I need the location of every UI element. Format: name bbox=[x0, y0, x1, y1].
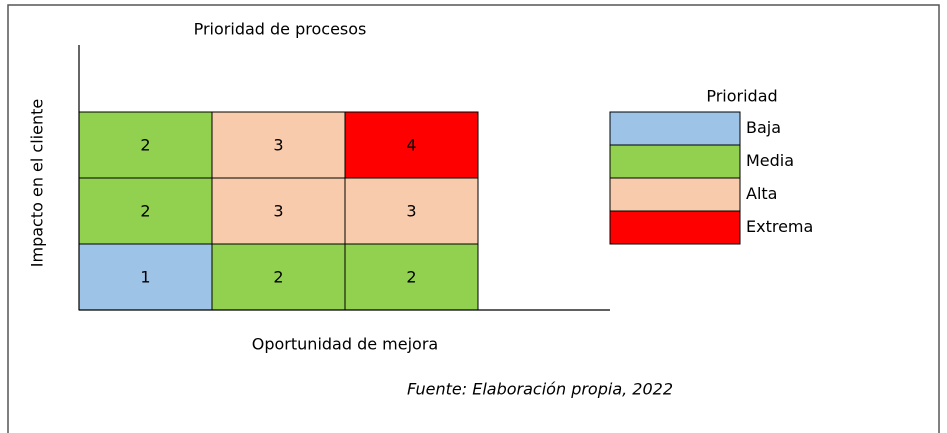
x-label: Oportunidad de mejora bbox=[252, 335, 438, 354]
legend-label: Alta bbox=[746, 184, 777, 203]
legend-label: Extrema bbox=[746, 217, 813, 236]
y-label: Impacto en el cliente bbox=[28, 99, 47, 267]
cell-value: 3 bbox=[273, 202, 283, 221]
cell-value: 2 bbox=[140, 202, 150, 221]
legend-swatch bbox=[609, 111, 741, 146]
legend-swatch bbox=[609, 210, 741, 245]
legend-title: Prioridad bbox=[706, 87, 777, 106]
legend-swatch bbox=[609, 144, 741, 179]
cell-value: 2 bbox=[406, 268, 416, 287]
matrix-cell bbox=[344, 243, 479, 311]
legend-label: Media bbox=[746, 151, 794, 170]
matrix-cell bbox=[344, 111, 479, 179]
cell-value: 1 bbox=[140, 268, 150, 287]
cell-value: 3 bbox=[406, 202, 416, 221]
matrix-cell bbox=[78, 177, 213, 245]
source: Fuente: Elaboración propia, 2022 bbox=[407, 380, 673, 399]
cell-value: 4 bbox=[406, 136, 416, 155]
cell-value: 3 bbox=[273, 136, 283, 155]
matrix-cell bbox=[344, 177, 479, 245]
cell-value: 2 bbox=[140, 136, 150, 155]
matrix-cell bbox=[211, 177, 346, 245]
legend-label: Baja bbox=[746, 118, 781, 137]
matrix-cell bbox=[78, 111, 213, 179]
title: Prioridad de procesos bbox=[194, 20, 367, 39]
cell-value: 2 bbox=[273, 268, 283, 287]
legend-swatch bbox=[609, 177, 741, 212]
